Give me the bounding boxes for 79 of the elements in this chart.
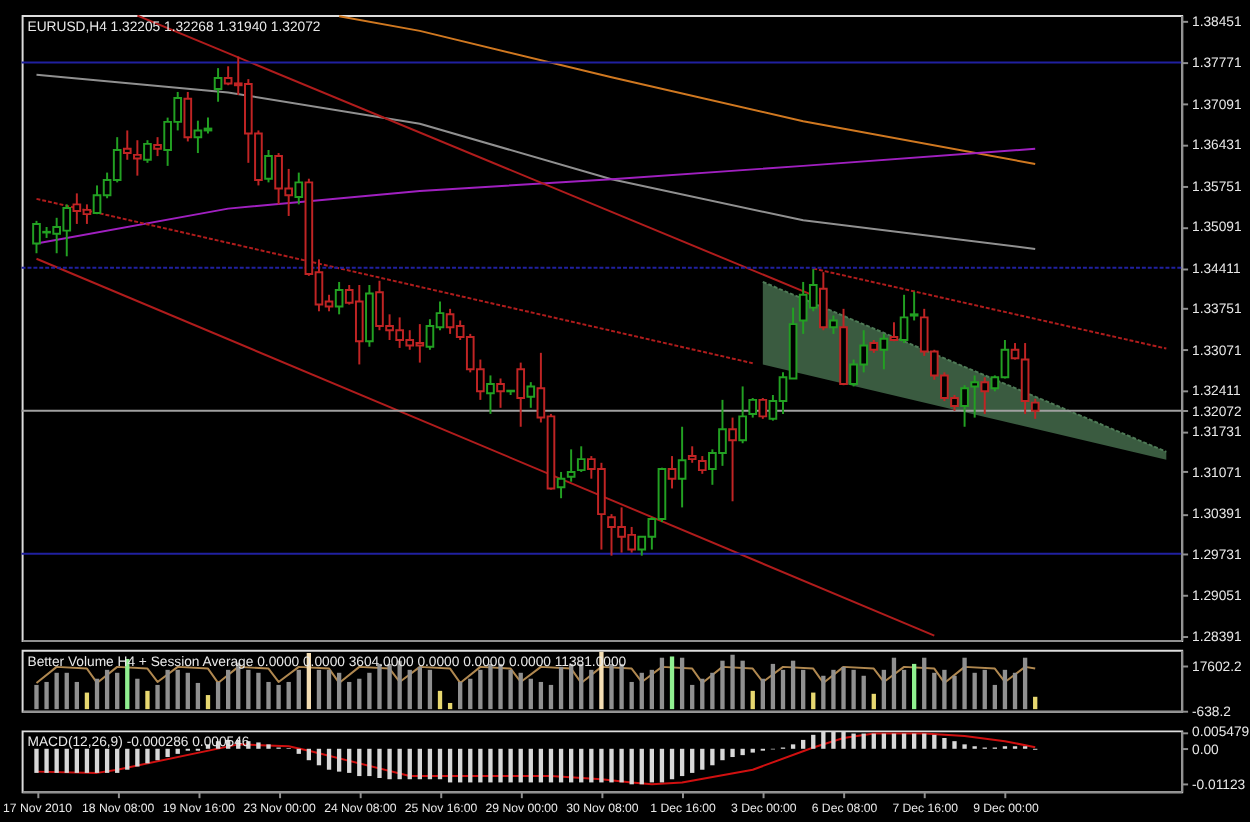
bar bbox=[407, 748, 412, 780]
bar bbox=[690, 748, 695, 773]
bar bbox=[589, 748, 594, 783]
bar bbox=[54, 748, 59, 773]
bar bbox=[720, 748, 725, 761]
bar bbox=[397, 748, 402, 780]
bar bbox=[629, 748, 634, 785]
bar bbox=[306, 748, 312, 761]
bar bbox=[488, 748, 493, 783]
bar bbox=[296, 748, 301, 754]
candlestick bbox=[1020, 342, 1030, 415]
bar bbox=[44, 748, 49, 773]
bar bbox=[710, 748, 715, 766]
bar bbox=[135, 748, 140, 767]
bar bbox=[84, 748, 90, 773]
candlestick bbox=[566, 448, 576, 483]
bar bbox=[447, 748, 453, 783]
bar bbox=[609, 748, 614, 783]
bar bbox=[34, 748, 39, 773]
bar bbox=[1033, 696, 1038, 710]
bar bbox=[952, 741, 957, 749]
bar bbox=[336, 748, 342, 772]
bar bbox=[468, 748, 473, 783]
bar bbox=[357, 748, 362, 777]
bar bbox=[508, 748, 513, 783]
bar bbox=[579, 748, 584, 783]
bar bbox=[478, 748, 483, 783]
bar bbox=[801, 739, 806, 749]
bar bbox=[94, 748, 100, 773]
bar bbox=[750, 690, 755, 710]
bar bbox=[387, 748, 392, 780]
bar bbox=[417, 748, 422, 780]
bar bbox=[730, 748, 735, 758]
bar bbox=[205, 695, 211, 710]
candlestick bbox=[1030, 397, 1040, 420]
bar bbox=[669, 656, 675, 710]
bar bbox=[871, 693, 876, 710]
line-series bbox=[35, 73, 1037, 250]
bar bbox=[558, 748, 564, 783]
bar bbox=[659, 748, 665, 783]
bar bbox=[538, 748, 544, 783]
bar bbox=[700, 748, 705, 770]
bar bbox=[165, 748, 170, 758]
bar bbox=[498, 748, 503, 783]
bar bbox=[316, 748, 322, 766]
bar bbox=[175, 748, 180, 754]
bar bbox=[568, 748, 574, 783]
bar bbox=[518, 748, 523, 783]
bar bbox=[155, 748, 160, 761]
line-series bbox=[35, 147, 1037, 245]
bar bbox=[548, 748, 554, 783]
bar bbox=[145, 748, 150, 764]
bar bbox=[619, 748, 624, 783]
bar bbox=[104, 748, 110, 773]
bar bbox=[639, 748, 644, 785]
bar bbox=[649, 748, 655, 783]
bar bbox=[528, 748, 533, 783]
bar bbox=[326, 748, 332, 770]
bar bbox=[740, 748, 745, 756]
bar bbox=[125, 748, 130, 770]
bar bbox=[437, 690, 443, 710]
bar bbox=[115, 748, 120, 773]
bar bbox=[599, 748, 604, 783]
bar bbox=[367, 748, 372, 777]
bar bbox=[377, 748, 382, 778]
bar bbox=[942, 737, 947, 749]
bar bbox=[679, 748, 685, 777]
bar bbox=[64, 748, 69, 773]
bar bbox=[427, 748, 433, 780]
bar bbox=[256, 742, 261, 749]
line-series bbox=[338, 15, 1037, 166]
line-series bbox=[35, 665, 1037, 684]
bar bbox=[669, 748, 675, 780]
bar bbox=[911, 663, 917, 710]
bar bbox=[458, 748, 463, 783]
bar bbox=[145, 690, 150, 710]
bar bbox=[74, 748, 79, 773]
bar bbox=[347, 748, 352, 773]
bar bbox=[437, 748, 443, 780]
